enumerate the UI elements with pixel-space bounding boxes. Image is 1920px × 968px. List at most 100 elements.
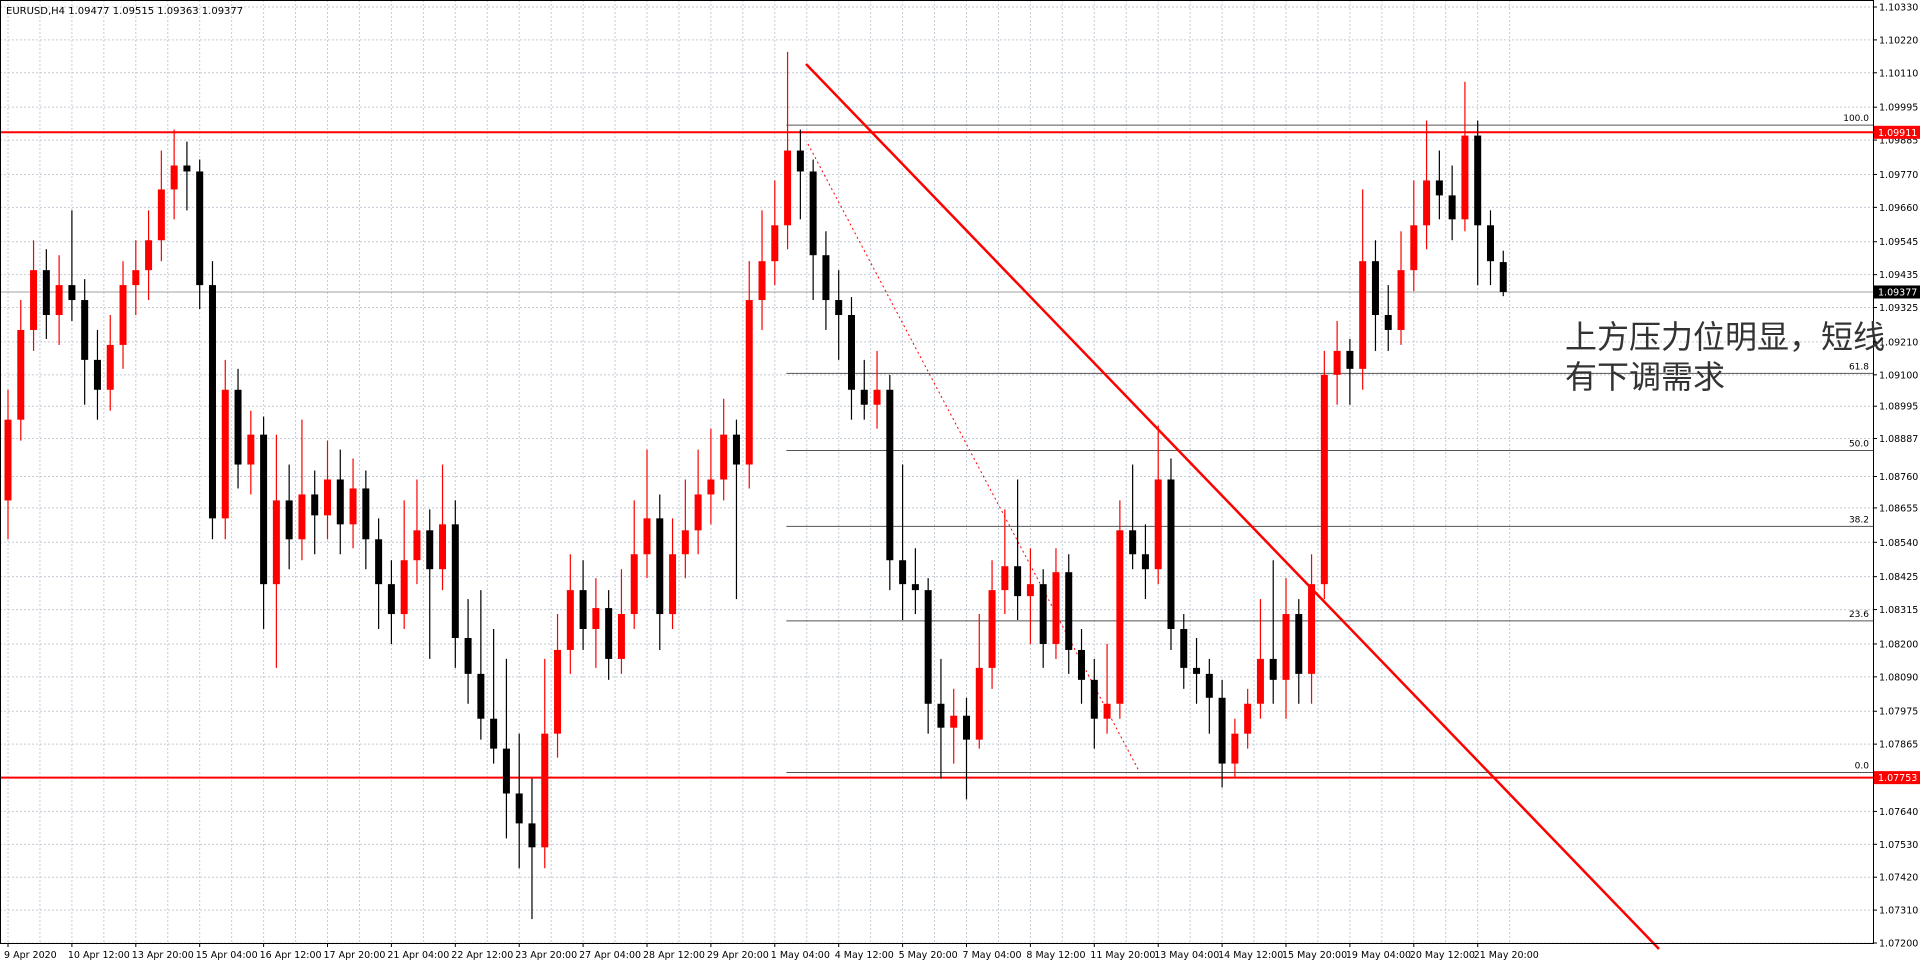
candle-body [541,733,549,848]
candle-body [451,524,459,638]
x-tick-label: 29 Apr 20:00 [707,950,769,961]
candle-body [106,344,114,390]
y-tick-label: 1.07310 [1879,906,1918,917]
candle-body [477,673,485,719]
candle-body [1256,658,1264,704]
x-tick-label: 28 Apr 12:00 [643,950,705,961]
candle-body [1448,195,1456,220]
x-tick-label: 9 Apr 2020 [4,950,57,961]
annotation: 有下调需求 [1565,358,1725,396]
x-tick-label: 5 May 20:00 [899,950,958,961]
price-marker-box [1874,771,1920,785]
price-marker-label: 1.09377 [1878,287,1917,298]
candle-body [208,285,216,519]
x-tick-label: 8 May 12:00 [1026,950,1085,961]
annotation: 上方压力位明显，短线 [1565,318,1885,356]
plot-frame [0,0,1874,944]
fib-label: 61.8 [1849,362,1869,372]
y-tick-label: 1.09885 [1879,136,1918,147]
candle-body [298,494,306,540]
candle-body [975,667,983,740]
candle-body [362,488,370,540]
y-tick-label: 1.08655 [1879,503,1918,514]
price-marker-label: 1.09911 [1878,128,1917,139]
candle-body [1282,614,1290,680]
candle-body [1499,262,1507,292]
candle-body [247,434,255,465]
y-tick-label: 1.07975 [1879,707,1918,718]
y-tick-label: 1.09995 [1879,103,1918,114]
y-tick-label: 1.10330 [1879,3,1918,14]
candle-body [988,590,996,668]
y-tick-label: 1.09660 [1879,203,1918,214]
candle-body [413,530,421,561]
candle-body [1410,225,1418,271]
y-tick-label: 1.07530 [1879,840,1918,851]
candle-body [1218,697,1226,764]
candle-body [1461,135,1469,220]
candle-body [732,434,740,465]
x-tick-label: 7 May 04:00 [963,950,1022,961]
candle-body [566,590,574,650]
candle-body [694,494,702,531]
candle-body [439,524,447,570]
candle-body [720,434,728,480]
candle-body [93,359,101,390]
candle-body [963,715,970,740]
candle-body [1295,614,1303,674]
x-tick-label: 21 May 20:00 [1474,950,1539,961]
candle-body [234,389,242,465]
x-tick-label: 4 May 12:00 [835,950,894,961]
y-tick-label: 1.10220 [1879,35,1918,46]
candle-body [1014,566,1022,597]
candle-body [1103,703,1111,719]
candle-body [1308,584,1316,674]
candle-body [1397,270,1405,330]
y-tick-label: 1.08540 [1879,538,1918,549]
x-tick-label: 23 Apr 20:00 [515,950,577,961]
candle-body [1474,135,1482,226]
candle-body [68,285,76,301]
x-tick-label: 27 Apr 04:00 [579,950,641,961]
fib-label: 38.2 [1849,515,1869,525]
fib-label: 0.0 [1855,762,1870,772]
candle-body [145,240,153,271]
x-tick-label: 17 Apr 20:00 [324,950,386,961]
levels: 100.0 61.8 50.0 38.2 23.6 0.0 [0,114,1873,779]
candle-body [669,554,677,615]
candle-body [681,530,689,555]
candle-body [1065,572,1073,650]
candle-body [170,165,178,190]
y-tick-label: 1.08760 [1879,472,1918,483]
x-tick-label: 20 May 12:00 [1410,950,1475,961]
candle-body [554,649,562,734]
candle-body [1001,566,1009,591]
y-tick-label: 1.09100 [1879,370,1918,381]
symbol-header: EURUSD,H4 1.09477 1.09515 1.09363 1.0937… [6,6,243,17]
candle-body [758,261,766,301]
candle-body [1193,667,1201,674]
candle-body [784,150,792,226]
candle-body [771,225,779,262]
y-tick-label: 1.07640 [1879,807,1918,818]
candle-body [1039,584,1047,644]
x-tick-label: 15 May 20:00 [1282,950,1347,961]
candle-body [1078,649,1086,680]
candle-body [272,500,280,585]
candle-body [1435,180,1443,196]
candle-body [464,637,472,674]
x-tick-label: 14 May 12:00 [1218,950,1283,961]
candle-body [796,150,804,172]
price-marker-box [1874,125,1920,139]
candle-body [886,389,894,561]
x-tick-label: 13 May 04:00 [1154,950,1219,961]
y-tick-label: 1.08090 [1879,672,1918,683]
candle-body [860,389,868,405]
candle-body [17,329,25,420]
candle-body [873,389,881,405]
x-tick-label: 16 Apr 12:00 [260,950,322,961]
candle-body [55,285,63,316]
candle-body [1333,350,1341,375]
fib-label: 100.0 [1843,114,1869,124]
